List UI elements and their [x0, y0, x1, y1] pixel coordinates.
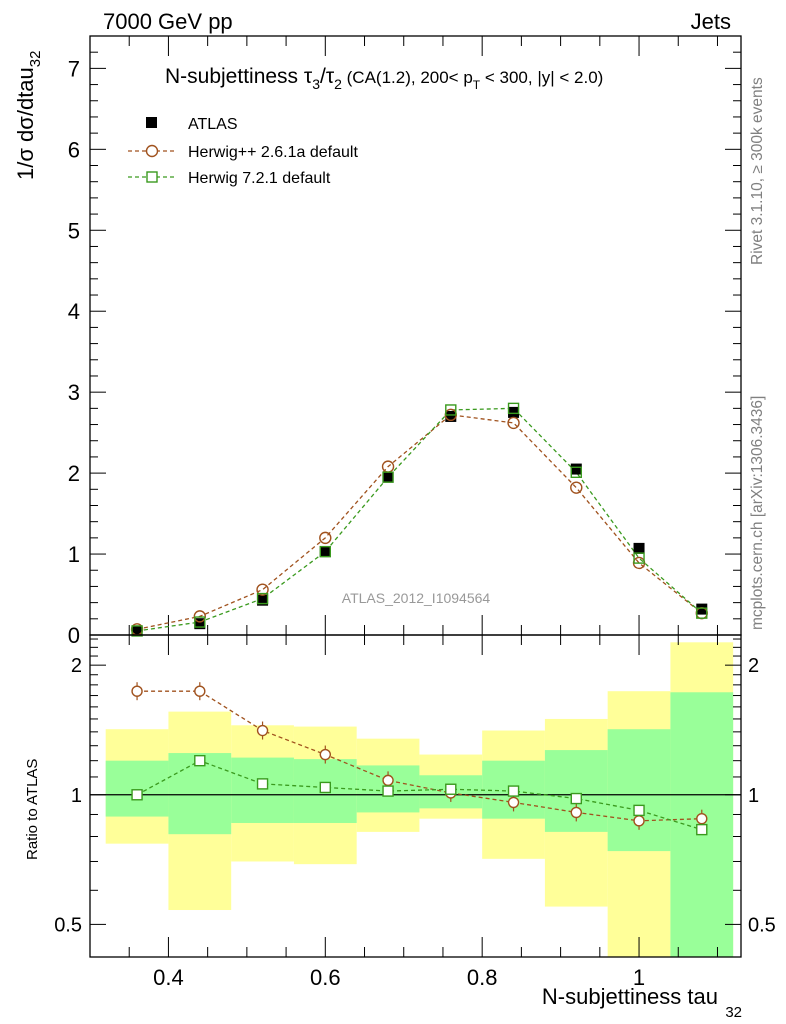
process-label: Jets: [691, 9, 731, 34]
ratio-band-inner: [231, 757, 294, 823]
main-y-tick-label: 1: [68, 542, 80, 567]
main-atlas-point: [131, 625, 143, 637]
ratio-y-tick-label-right: 0.5: [748, 914, 776, 936]
main-herwig7-point: [696, 607, 708, 619]
ratio-herwigpp-point: [131, 685, 143, 697]
x-tick-label: 0.8: [467, 965, 498, 990]
main-herwig7-point: [131, 625, 143, 637]
ratio-herwigpp-point: [194, 685, 206, 697]
ratio-panel: 0.5 0.5 1 1 2 2 0.4 0.6 0.8 1: [54, 634, 776, 990]
main-herwigpp-line: [136, 414, 703, 630]
main-herwig7-point: [570, 466, 582, 478]
ratio-herwig7-point: [696, 823, 708, 836]
ratio-y-tick-label-right: 2: [748, 655, 759, 677]
energy-label: 7000 GeV pp: [103, 9, 233, 34]
ratio-herwig7-point: [445, 783, 457, 795]
main-atlas-point: [445, 410, 457, 422]
main-herwig7-point: [507, 402, 520, 415]
x-axis-label-subscript: 32: [725, 1004, 742, 1021]
main-atlas-point: [319, 546, 331, 558]
ratio-band-inner: [105, 760, 169, 817]
legend-herwig7-label: Herwig 7.2.1 default: [188, 170, 331, 187]
analysis-watermark: ATLAS_2012_I1094564: [342, 590, 491, 606]
ratio-herwig7-point: [194, 754, 206, 767]
mcplots-label: mcplots.cern.ch [arXiv:1306.3436]: [749, 396, 766, 630]
ratio-herwigpp-point: [319, 748, 332, 761]
ratio-herwig7-point: [570, 792, 582, 805]
ratio-herwigpp-point: [696, 812, 708, 825]
main-herwigpp-point: [256, 583, 269, 596]
rivet-label: Rivet 3.1.10, ≥ 300k events: [749, 77, 766, 265]
ratio-herwigpp-point: [570, 806, 582, 819]
main-atlas-point: [633, 542, 645, 554]
main-y-tick-label: 4: [68, 299, 80, 324]
main-herwig7-point: [319, 545, 332, 558]
ratio-herwigpp-point: [507, 796, 520, 809]
legend-herwigpp-marker: [145, 144, 159, 158]
main-atlas-point: [194, 618, 206, 630]
main-atlas-point: [257, 594, 269, 606]
main-herwig7-point: [633, 552, 645, 564]
main-y-tick-label: 0: [68, 623, 80, 648]
ratio-herwig7-point: [382, 785, 394, 797]
ratio-band-inner: [168, 753, 232, 835]
main-atlas-point: [508, 406, 520, 418]
ratio-herwig7-point: [633, 804, 645, 817]
x-tick-label: 0.6: [310, 965, 341, 990]
ratio-frame: [89, 634, 742, 958]
main-herwig7-point: [445, 404, 457, 416]
main-herwig7-point: [194, 616, 206, 628]
main-y-tick-label: 6: [68, 137, 80, 162]
main-herwig7-point: [382, 471, 394, 483]
ratio-herwig7-point: [256, 778, 269, 790]
x-axis-label: N-subjettiness tau: [542, 984, 718, 1009]
ratio-y-axis-label: Ratio to ATLAS: [24, 759, 41, 860]
main-herwigpp-point: [319, 531, 332, 545]
main-herwig7-point: [256, 592, 269, 605]
ratio-herwigpp-point: [256, 724, 269, 737]
ratio-herwig7-line: [136, 759, 702, 831]
ratio-herwigpp-line: [137, 690, 702, 822]
main-herwigpp-point: [570, 481, 583, 494]
main-herwigpp-point: [507, 416, 520, 430]
main-panel: 0 1 2 3 4 5 6 7: [68, 35, 742, 648]
legend-herwigpp-label: Herwig++ 2.6.1a default: [188, 144, 358, 161]
main-y-tick-label: 5: [68, 218, 80, 243]
plot-title: N-subjettiness τ3/τ2 (CA(1.2), 200< pT <…: [165, 65, 603, 92]
ratio-y-tick-label-left: 1: [71, 785, 82, 807]
main-y-tick-label: 7: [68, 56, 80, 81]
ratio-y-tick-label-right: 1: [748, 785, 759, 807]
ratio-y-tick-label-left: 0.5: [54, 914, 82, 936]
main-y-tick-label: 2: [68, 461, 80, 486]
main-y-axis-label: 1/σ dσ/dtau32: [13, 51, 44, 180]
ratio-herwigpp-point: [382, 774, 394, 787]
legend-atlas-marker: [146, 117, 157, 128]
ratio-y-tick-label-left: 2: [71, 655, 82, 677]
ratio-herwig7-point: [507, 785, 520, 797]
main-atlas-point: [382, 471, 394, 483]
legend-herwig7-marker: [146, 171, 158, 183]
ratio-herwigpp-point: [633, 815, 645, 827]
main-atlas-point: [570, 463, 582, 475]
x-tick-label: 1: [633, 965, 645, 990]
ratio-herwig7-point: [131, 789, 143, 801]
main-herwig7-line: [136, 407, 703, 632]
ratio-herwig7-point: [319, 781, 332, 794]
main-y-tick-label: 3: [68, 380, 80, 405]
ratio-band-inner: [607, 729, 671, 852]
legend-atlas-label: ATLAS: [188, 116, 238, 133]
x-tick-label: 0.4: [153, 965, 184, 990]
main-atlas-point: [696, 603, 708, 615]
legend: ATLAS Herwig++ 2.6.1a default Herwig 7.2…: [128, 116, 358, 187]
